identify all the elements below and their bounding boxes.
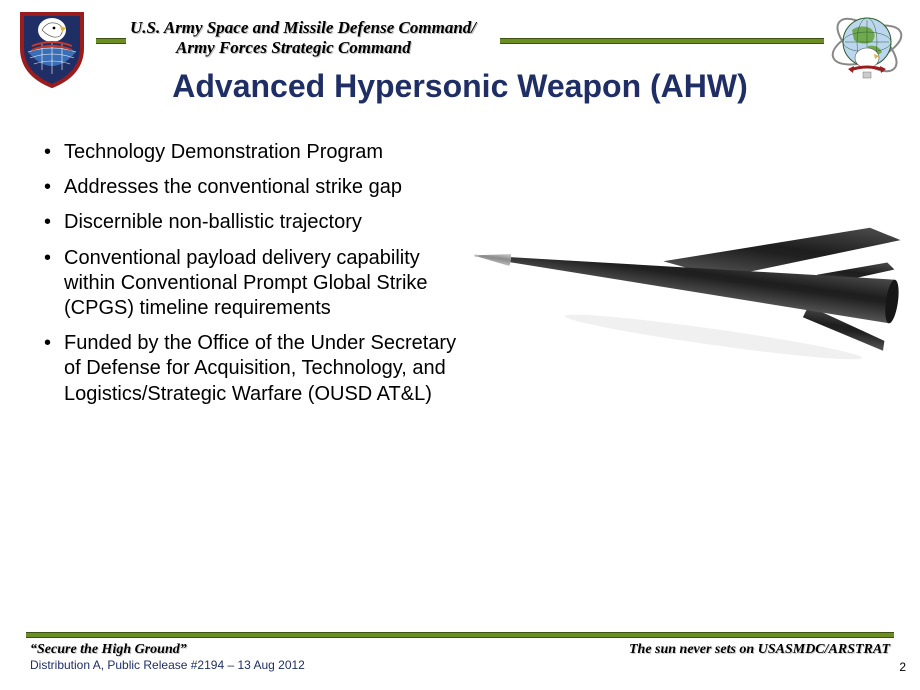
org-line-1: U.S. Army Space and Missile Defense Comm… bbox=[130, 18, 476, 38]
page-number: 2 bbox=[899, 660, 906, 674]
header-rule-right bbox=[500, 38, 824, 44]
bullet-item: Discernible non-ballistic trajectory bbox=[44, 210, 474, 235]
org-line-2: Army Forces Strategic Command bbox=[130, 38, 476, 58]
slide-header: U.S. Army Space and Missile Defense Comm… bbox=[0, 0, 920, 120]
bullet-item: Technology Demonstration Program bbox=[44, 140, 474, 165]
bullet-list: Technology Demonstration Program Address… bbox=[44, 140, 474, 417]
slide-footer: “Secure the High Ground” Distribution A,… bbox=[0, 632, 920, 680]
header-rule-left bbox=[96, 38, 126, 44]
bullet-item: Addresses the conventional strike gap bbox=[44, 175, 474, 200]
motto-left: “Secure the High Ground” bbox=[30, 642, 187, 658]
bullet-item: Conventional payload delivery capability… bbox=[44, 246, 474, 322]
slide-title: Advanced Hypersonic Weapon (AHW) bbox=[0, 68, 920, 105]
hypersonic-glide-body-graphic bbox=[462, 172, 902, 372]
distribution-statement: Distribution A, Public Release #2194 – 1… bbox=[30, 658, 305, 672]
bullet-item: Funded by the Office of the Under Secret… bbox=[44, 331, 474, 407]
motto-right: The sun never sets on USASMDC/ARSTRAT bbox=[629, 642, 890, 658]
footer-rule bbox=[26, 632, 894, 638]
org-name: U.S. Army Space and Missile Defense Comm… bbox=[130, 18, 476, 57]
